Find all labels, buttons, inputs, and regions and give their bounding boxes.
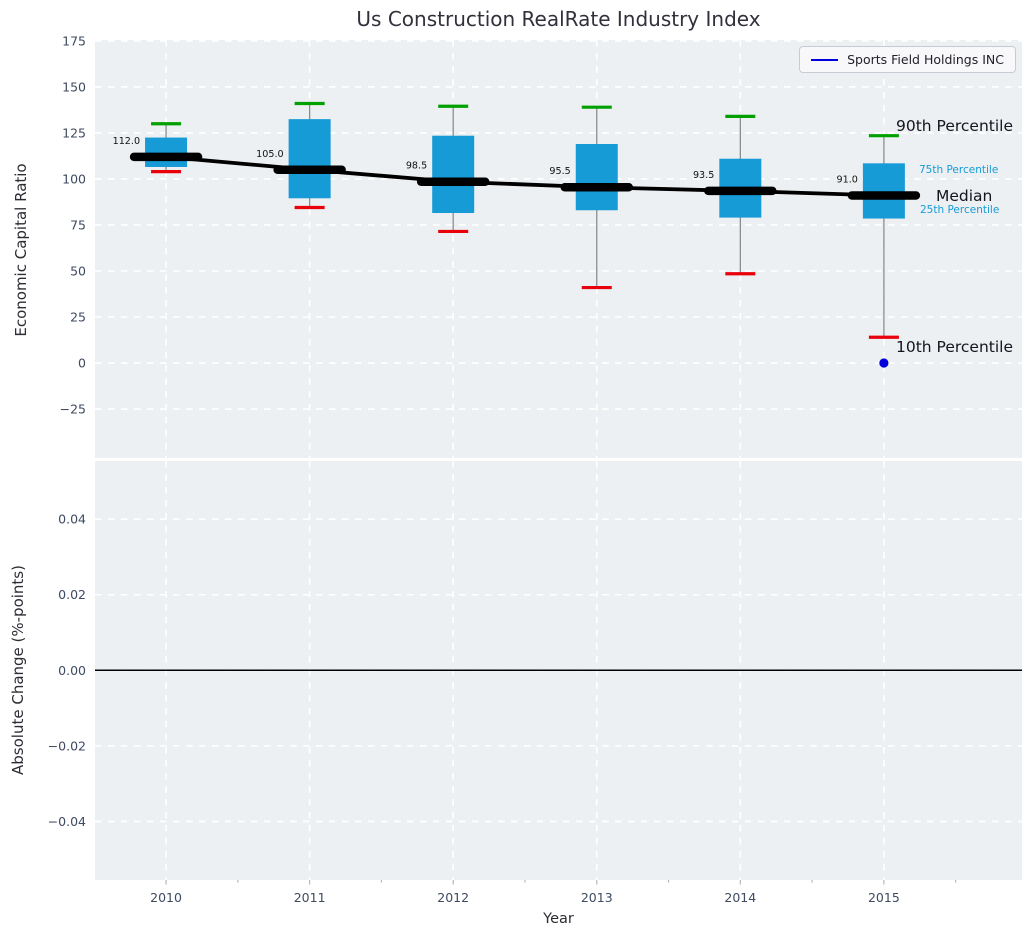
- annotation-median: Median: [936, 187, 993, 205]
- median-value-label: 91.0: [837, 175, 858, 186]
- annotation-90th-percentile: 90th Percentile: [896, 117, 1014, 135]
- x-tick-label: 2013: [581, 890, 613, 905]
- median-value-label: 95.5: [549, 166, 570, 177]
- top-plot-bg: [95, 40, 1022, 458]
- iqr-box: [145, 137, 188, 168]
- y-tick-label-top: 125: [62, 125, 86, 140]
- y-tick-label-top: 0: [78, 356, 86, 371]
- x-tick-label: 2011: [294, 890, 326, 905]
- x-tick-label: 2010: [150, 890, 182, 905]
- iqr-box: [288, 119, 331, 199]
- y-tick-label-top: 50: [70, 263, 86, 278]
- y-tick-label-bottom: −0.02: [48, 738, 86, 753]
- y-tick-label-top: 175: [62, 33, 86, 48]
- median-value-label: 105.0: [256, 149, 283, 160]
- median-value-label: 93.5: [693, 170, 714, 181]
- y-tick-label-bottom: 0.00: [58, 663, 86, 678]
- y-tick-label-top: −25: [60, 402, 86, 417]
- median-value-label: 112.0: [113, 136, 140, 147]
- x-tick-label: 2015: [868, 890, 900, 905]
- iqr-box: [432, 135, 475, 214]
- x-tick-label: 2012: [437, 890, 469, 905]
- y-tick-label-top: 25: [70, 310, 86, 325]
- annotation-25th-percentile: 25th Percentile: [920, 204, 1000, 216]
- annotation-75th-percentile: 75th Percentile: [919, 164, 999, 176]
- x-axis-label: Year: [543, 911, 574, 927]
- legend: Sports Field Holdings INC: [799, 46, 1016, 73]
- legend-label: Sports Field Holdings INC: [847, 52, 1004, 67]
- y-tick-label-bottom: 0.04: [58, 512, 86, 527]
- company-point: [879, 358, 889, 368]
- iqr-box: [862, 163, 905, 219]
- chart-title: Us Construction RealRate Industry Index: [356, 7, 761, 31]
- y-tick-label-top: 150: [62, 79, 86, 94]
- y-axis-label-bottom: Absolute Change (%-points): [9, 565, 27, 775]
- y-tick-label-top: 75: [70, 217, 86, 232]
- legend-line-sample: [811, 58, 839, 61]
- y-tick-label-top: 100: [62, 171, 86, 186]
- y-axis-label-top: Economic Capital Ratio: [12, 163, 30, 337]
- y-tick-label-bottom: −0.04: [48, 814, 86, 829]
- median-value-label: 98.5: [406, 161, 427, 172]
- y-tick-label-bottom: 0.02: [58, 587, 86, 602]
- x-tick-label: 2014: [724, 890, 756, 905]
- iqr-box: [575, 143, 618, 211]
- annotation-10th-percentile: 10th Percentile: [896, 338, 1014, 356]
